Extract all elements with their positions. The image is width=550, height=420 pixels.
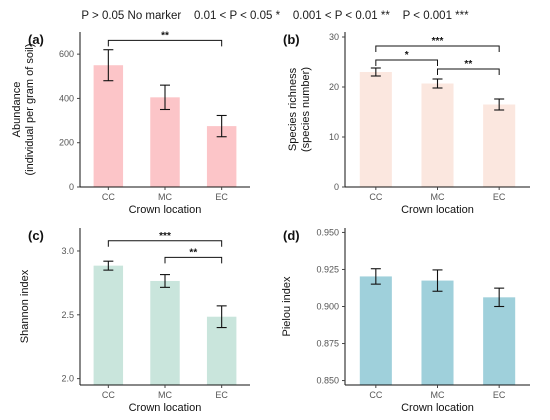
y-tick-label: 0.925 [316,264,339,274]
significance-bracket [107,240,223,247]
significance-marker: *** [432,36,444,47]
significance-bracket [164,256,223,264]
y-tick-label: 400 [59,93,74,103]
y-axis-label-line2: (species number) [300,67,312,152]
y-tick-label: 2.5 [61,310,74,320]
x-tick-label-cc: CC [102,192,115,202]
x-tick-label-mc: MC [158,192,172,202]
significance-marker: ** [189,247,197,258]
bar-mc [421,83,454,187]
bar-cc [93,265,124,385]
x-tick-label-cc: CC [369,192,382,202]
significance-marker: ** [161,30,169,41]
y-tick-label: 600 [59,49,74,59]
significance-marker: *** [159,231,171,242]
y-tick-label: 0 [334,182,339,192]
x-tick-label-cc: CC [102,390,115,400]
y-tick-label: 0.900 [316,302,339,312]
x-tick-label-mc: MC [431,192,445,202]
x-axis-label: Crown location [401,204,474,216]
y-axis-label: Pielou index [281,276,293,336]
y-tick-label: 2.0 [61,374,74,384]
y-tick-label: 20 [329,82,339,92]
y-tick-label: 0.850 [316,376,339,386]
y-tick-label: 30 [329,32,339,42]
significance-legend: P > 0.05 No marker 0.01 < P < 0.05 * 0.0… [81,10,469,22]
bar-mc [150,97,180,187]
y-axis-label: Species richness [287,67,299,151]
y-tick-label: 200 [59,138,74,148]
y-tick-label: 10 [329,132,339,142]
significance-marker: * [405,50,409,61]
y-axis-label-line2: (individual per gram of soil) [24,43,36,175]
significance-bracket [107,39,223,47]
x-tick-label-ec: EC [215,192,228,202]
y-tick-label: 3.0 [61,246,74,256]
x-tick-label-ec: EC [215,390,228,400]
y-axis-label: Abundance [11,82,23,138]
x-tick-label-ec: EC [493,192,506,202]
x-axis-label: Crown location [129,204,202,216]
bar-cc [359,72,392,187]
significance-marker: ** [464,59,472,70]
x-axis-label: Crown location [129,402,202,414]
y-tick-label: 0 [69,182,74,192]
significance-bracket [375,45,500,52]
x-tick-label-mc: MC [431,390,445,400]
bar-ec [483,104,516,187]
panel-label-4: (d) [283,228,300,243]
bar-cc [93,65,124,187]
panel-label-3: (c) [28,228,44,243]
bar-cc [359,276,392,385]
x-tick-label-cc: CC [369,390,382,400]
y-axis-label: Shannon index [19,269,31,343]
x-tick-label-mc: MC [158,390,172,400]
x-tick-label-ec: EC [493,390,506,400]
bar-mc [150,280,180,385]
significance-bracket [375,59,438,66]
panel-label-1: (a) [28,32,44,47]
bar-mc [421,280,454,385]
x-axis-label: Crown location [401,402,474,414]
y-tick-label: 0.875 [316,339,339,349]
significance-bracket [437,68,500,75]
bar-ec [483,297,516,385]
panel-label-2: (b) [283,32,300,47]
y-tick-label: 0.950 [316,227,339,237]
